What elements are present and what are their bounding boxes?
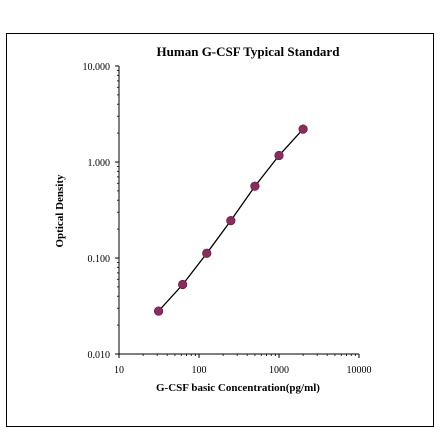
data-point — [274, 150, 284, 161]
chart-frame — [6, 33, 434, 427]
chart-title: Human G-CSF Typical Standard — [157, 44, 341, 59]
y-tick-label: 1.000 — [88, 158, 111, 169]
x-tick-label: 1000 — [269, 365, 289, 376]
y-tick-label: 0.010 — [88, 350, 111, 361]
data-point — [298, 124, 308, 134]
y-tick-label: 10.000 — [83, 62, 111, 73]
x-axis-title: G-CSF basic Concentration(pg/ml) — [156, 382, 320, 394]
y-tick-label: 0.100 — [88, 254, 111, 265]
x-tick-label: 10 — [114, 365, 124, 376]
x-tick-label: 10000 — [347, 365, 372, 376]
data-point — [153, 306, 164, 316]
data-point — [226, 216, 236, 226]
data-point — [250, 181, 260, 191]
data-points — [153, 124, 308, 316]
data-point — [178, 279, 188, 290]
y-axis-title: Optical Density — [54, 174, 66, 248]
axes — [115, 65, 360, 358]
data-point — [202, 248, 212, 258]
x-tick-label: 100 — [192, 365, 207, 376]
